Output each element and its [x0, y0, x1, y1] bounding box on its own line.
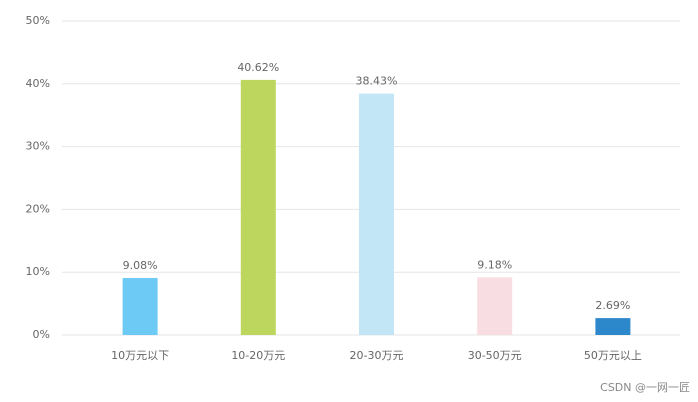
bar	[359, 93, 394, 335]
x-tick-label: 30-50万元	[468, 349, 522, 362]
y-tick-label: 50%	[26, 14, 50, 27]
y-tick-label: 10%	[26, 265, 50, 278]
x-tick-label: 10万元以下	[111, 349, 169, 362]
value-label: 2.69%	[595, 299, 630, 312]
bar	[122, 277, 158, 335]
bar	[595, 318, 631, 335]
x-tick-label: 10-20万元	[231, 349, 285, 362]
y-tick-label: 20%	[26, 202, 50, 215]
y-tick-label: 0%	[33, 328, 50, 341]
x-tick-label: 50万元以上	[584, 349, 642, 362]
y-tick-label: 30%	[26, 140, 50, 153]
y-tick-label: 40%	[26, 77, 50, 90]
x-tick-label: 20-30万元	[350, 349, 404, 362]
value-label: 9.18%	[477, 258, 512, 271]
watermark: CSDN @一网一匠	[600, 381, 690, 394]
value-label: 9.08%	[123, 259, 158, 272]
value-label: 40.62%	[237, 61, 279, 74]
bar	[477, 277, 513, 335]
bar	[240, 79, 276, 335]
value-label: 38.43%	[356, 75, 398, 88]
